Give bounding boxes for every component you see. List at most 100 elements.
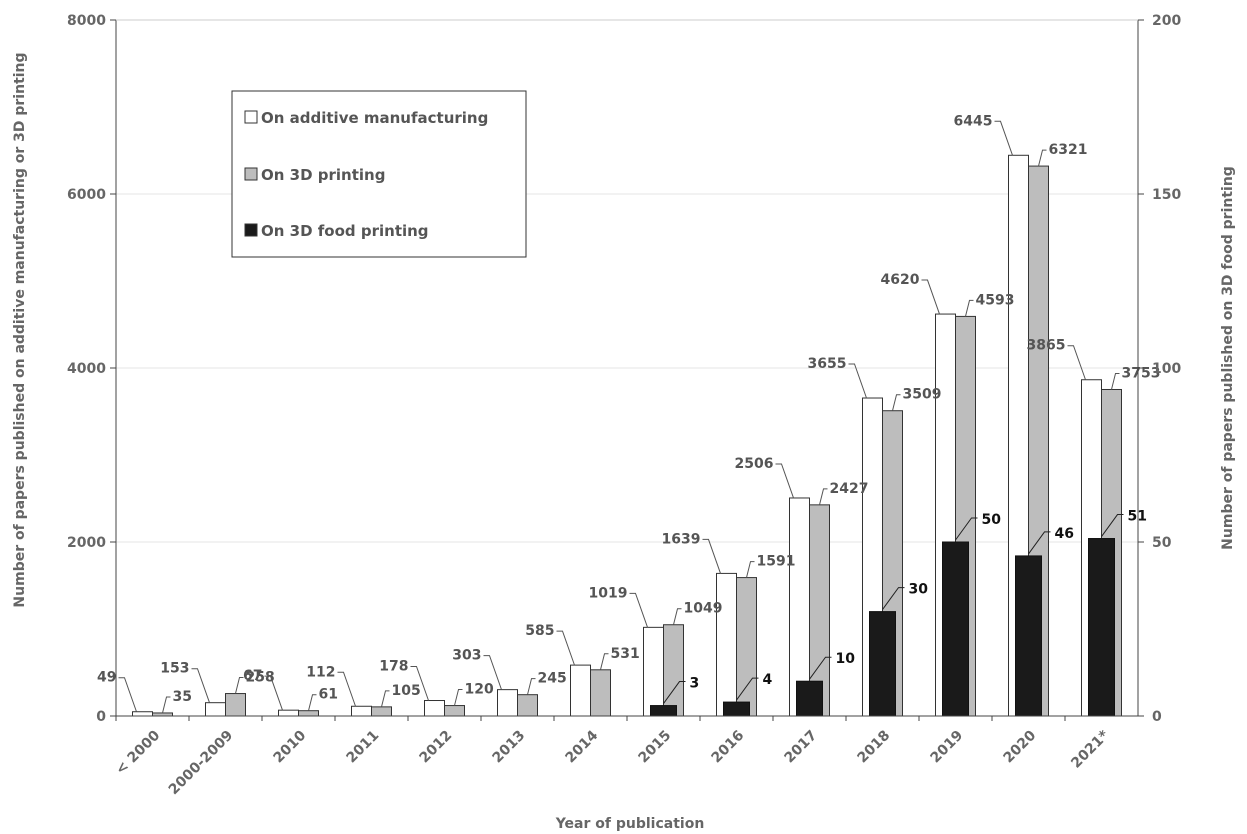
leader-line: [1028, 531, 1051, 555]
label-3d-food-printing: 46: [1055, 526, 1074, 542]
leader-line: [702, 538, 721, 574]
bar-3d-food-printing: [796, 680, 823, 717]
label-3d-printing: 61: [319, 687, 338, 703]
bar-3d-food-printing: [942, 541, 969, 717]
leader-line: [454, 689, 463, 706]
leader-line: [410, 666, 429, 701]
y-tick-label: 2000: [67, 535, 106, 551]
label-3d-printing: 3509: [903, 387, 942, 403]
leader-line: [556, 630, 575, 666]
label-3d-printing: 4593: [976, 292, 1015, 308]
leader-line: [673, 608, 682, 625]
x-tick-label: 2010: [270, 727, 309, 766]
x-tick-label: 2014: [562, 727, 601, 766]
leader-line: [921, 279, 940, 315]
x-tick-label: 2012: [416, 728, 455, 767]
y-tick-label: 0: [96, 709, 106, 725]
leader-line: [527, 678, 536, 695]
leader-line: [600, 653, 609, 670]
y-tick-label: 8000: [67, 13, 106, 29]
x-tick-label: 2021*: [1068, 727, 1113, 772]
label-3d-printing: 6321: [1049, 142, 1088, 158]
bar-additive-manufacturing: [132, 711, 153, 717]
x-tick-label: 2018: [854, 728, 893, 767]
label-additive-manufacturing: 1019: [589, 585, 628, 601]
bar-3d-printing: [225, 693, 246, 717]
leader-line: [819, 488, 828, 505]
leader-line: [955, 517, 978, 541]
leader-line: [264, 675, 283, 711]
label-3d-printing: 120: [465, 682, 494, 698]
leader-line: [965, 299, 974, 317]
bar-3d-printing: [663, 624, 684, 717]
leader-line: [1038, 149, 1047, 167]
bar-additive-manufacturing: [716, 572, 737, 717]
x-tick-label: 2019: [927, 728, 966, 767]
label-additive-manufacturing: 153: [160, 661, 189, 677]
leader-line: [663, 681, 686, 704]
label-additive-manufacturing: 3655: [808, 356, 847, 372]
x-tick-label: < 2000: [113, 727, 164, 778]
bar-3d-food-printing: [1088, 538, 1115, 717]
y-tick-label: 6000: [67, 187, 106, 203]
label-3d-food-printing: 3: [690, 676, 700, 692]
x-tick-label: 2016: [708, 728, 747, 767]
label-additive-manufacturing: 303: [452, 648, 481, 664]
y-tick-label: 4000: [67, 361, 106, 377]
label-3d-printing: 3753: [1122, 365, 1161, 381]
bar-3d-food-printing: [723, 701, 750, 717]
legend-label-additive: On additive manufacturing: [261, 109, 488, 127]
x-tick-label: 2020: [1000, 727, 1039, 766]
bars: [132, 154, 1122, 717]
label-additive-manufacturing: 3865: [1027, 338, 1066, 354]
label-3d-printing: 1049: [684, 601, 723, 617]
leader-line: [381, 690, 390, 707]
x-tick-label: 2017: [781, 728, 820, 767]
bar-additive-manufacturing: [205, 702, 226, 717]
label-3d-printing: 105: [392, 683, 421, 699]
x-tick-label: 2011: [343, 728, 382, 767]
leader-line: [809, 656, 832, 680]
leader-line: [736, 677, 759, 701]
leader-line: [994, 120, 1013, 156]
label-3d-food-printing: 50: [982, 512, 1002, 528]
leader-line: [1101, 514, 1124, 537]
leader-line: [162, 696, 171, 714]
y2-tick-label: 0: [1152, 709, 1162, 725]
label-additive-manufacturing: 6445: [954, 113, 993, 129]
bar-additive-manufacturing: [643, 626, 664, 717]
bar-3d-printing: [444, 705, 465, 717]
bar-additive-manufacturing: [570, 664, 591, 717]
legend-label-food: On 3D food printing: [261, 222, 429, 240]
label-3d-food-printing: 30: [909, 582, 929, 598]
label-3d-printing: 258: [246, 670, 275, 686]
label-additive-manufacturing: 67: [243, 668, 262, 684]
y-axis-title: Number of papers published on additive m…: [12, 52, 28, 607]
bar-3d-printing: [298, 710, 319, 717]
label-3d-printing: 245: [538, 671, 567, 687]
y2-tick-label: 100: [1152, 361, 1181, 377]
leader-line: [337, 671, 356, 707]
label-additive-manufacturing: 49: [97, 670, 116, 686]
legend-label-3d: On 3D printing: [261, 166, 385, 184]
x-tick-label: 2000-2009: [166, 728, 237, 799]
label-additive-manufacturing: 585: [525, 623, 554, 639]
bar-additive-manufacturing: [351, 705, 372, 717]
label-3d-printing: 35: [173, 689, 192, 705]
x-tick-label: 2013: [489, 728, 528, 767]
leader-line: [1067, 345, 1086, 380]
leader-line: [892, 394, 901, 411]
legend-swatch-food: [244, 223, 258, 237]
leader-line: [629, 592, 648, 628]
y2-tick-label: 150: [1152, 187, 1181, 203]
leader-line: [118, 677, 137, 712]
bar-additive-manufacturing: [497, 689, 518, 717]
label-additive-manufacturing: 4620: [881, 272, 920, 288]
leader-line: [191, 668, 210, 703]
leader-line: [882, 587, 905, 610]
label-additive-manufacturing: 2506: [735, 456, 774, 472]
y2-tick-label: 200: [1152, 13, 1181, 29]
label-additive-manufacturing: 1639: [662, 531, 701, 547]
legend-box: [231, 90, 527, 258]
